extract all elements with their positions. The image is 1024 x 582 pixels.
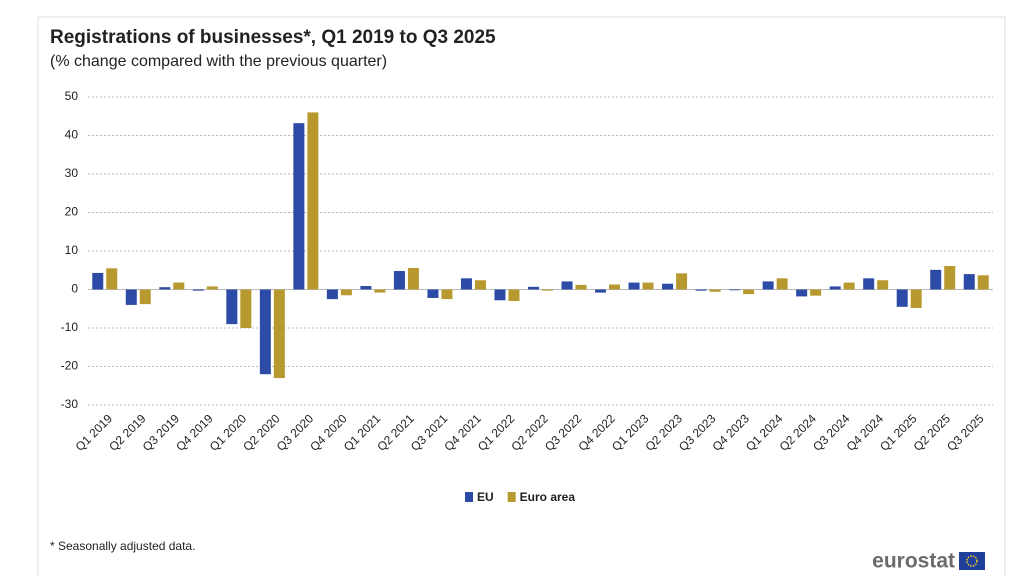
bar bbox=[695, 289, 707, 291]
bar bbox=[226, 289, 238, 325]
bar bbox=[374, 289, 386, 293]
frame bbox=[37, 16, 1006, 582]
bar bbox=[293, 123, 305, 290]
bar bbox=[441, 289, 453, 300]
bar bbox=[575, 284, 587, 290]
y-tick-label: 50 bbox=[65, 89, 79, 103]
bar bbox=[642, 282, 654, 290]
bar bbox=[326, 289, 338, 300]
y-tick-label: -30 bbox=[61, 397, 79, 411]
footnote: * Seasonally adjusted data. bbox=[50, 539, 195, 553]
bar bbox=[173, 282, 185, 290]
bar bbox=[474, 280, 486, 290]
y-tick-label: 0 bbox=[71, 282, 78, 296]
bar bbox=[662, 283, 674, 290]
bar bbox=[240, 289, 252, 328]
bar bbox=[877, 280, 889, 290]
legend-label: Euro area bbox=[520, 490, 576, 504]
bar bbox=[796, 289, 808, 297]
bar bbox=[910, 289, 922, 308]
bar bbox=[930, 269, 942, 290]
bar bbox=[561, 281, 573, 290]
bar bbox=[676, 273, 688, 290]
bar bbox=[810, 289, 822, 296]
bar bbox=[843, 282, 855, 290]
bar bbox=[92, 272, 104, 290]
bar bbox=[360, 286, 372, 290]
bar bbox=[508, 289, 520, 302]
y-tick-label: -20 bbox=[61, 359, 79, 373]
bar bbox=[125, 289, 137, 305]
bar bbox=[709, 289, 721, 292]
bar bbox=[427, 289, 439, 298]
bar bbox=[139, 289, 151, 305]
bar bbox=[307, 112, 319, 290]
bar bbox=[963, 274, 975, 290]
bar bbox=[609, 284, 621, 290]
bar bbox=[259, 289, 271, 375]
bar bbox=[206, 286, 218, 290]
bar bbox=[977, 275, 989, 290]
y-tick-label: -10 bbox=[61, 320, 79, 334]
y-tick-label: 10 bbox=[65, 243, 79, 257]
y-tick-label: 40 bbox=[65, 128, 79, 142]
bar bbox=[896, 289, 908, 307]
y-tick-label: 20 bbox=[65, 205, 79, 219]
bar bbox=[192, 289, 204, 291]
bar bbox=[273, 289, 285, 379]
bar bbox=[729, 289, 741, 291]
bar bbox=[542, 289, 553, 291]
bar bbox=[776, 278, 788, 290]
legend-swatch bbox=[465, 492, 473, 502]
bar bbox=[863, 278, 875, 290]
bar bbox=[528, 286, 539, 290]
bar bbox=[407, 267, 419, 290]
x-tick-label: Q3 2025 bbox=[944, 411, 987, 454]
legend-swatch bbox=[507, 492, 516, 502]
bar bbox=[595, 289, 607, 293]
bar bbox=[944, 266, 956, 290]
bar bbox=[159, 287, 171, 290]
bar bbox=[762, 281, 774, 290]
bar bbox=[106, 268, 118, 290]
bar bbox=[340, 289, 352, 296]
legend-label: EU bbox=[477, 490, 494, 504]
logo-text: eurostat bbox=[872, 550, 955, 573]
logo-flag bbox=[959, 552, 985, 570]
bar bbox=[494, 289, 506, 301]
y-tick-label: 30 bbox=[65, 166, 79, 180]
bar bbox=[743, 289, 755, 295]
bar bbox=[460, 278, 472, 290]
bar bbox=[628, 282, 640, 290]
bar bbox=[829, 286, 841, 290]
logo-stars bbox=[966, 555, 978, 567]
chart-title: Registrations of businesses*, Q1 2019 to… bbox=[50, 27, 496, 48]
chart-subtitle: (% change compared with the previous qua… bbox=[50, 53, 387, 70]
bar bbox=[393, 271, 405, 290]
